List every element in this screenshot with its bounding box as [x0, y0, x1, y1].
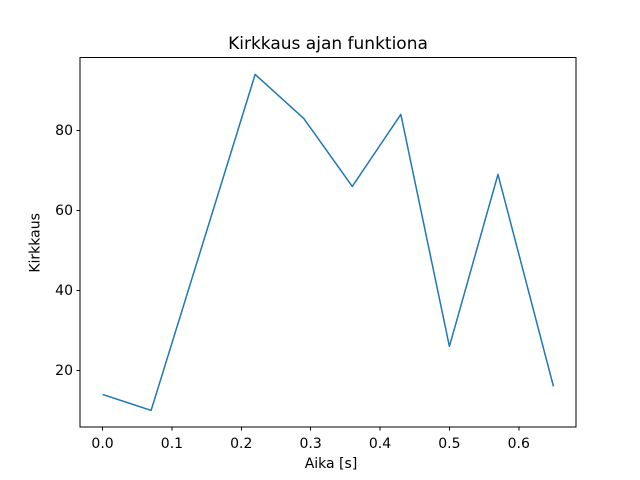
x-tick-label: 0.1 — [161, 436, 183, 452]
y-tick-label: 80 — [55, 123, 73, 139]
x-tick-label: 0.5 — [438, 436, 460, 452]
x-tick-label: 0.0 — [91, 436, 113, 452]
y-tick-label: 20 — [55, 363, 73, 379]
x-tick-label: 0.2 — [230, 436, 252, 452]
y-tick-label: 40 — [55, 283, 73, 299]
y-axis-label: Kirkkaus — [28, 213, 44, 273]
x-axis-ticks: 0.0 0.1 0.2 0.3 0.4 0.5 0.6 — [91, 427, 530, 452]
y-axis-ticks: 20 40 60 80 — [55, 123, 80, 379]
x-axis-label: Aika [s] — [305, 456, 358, 472]
data-line-series — [102, 73, 555, 412]
x-tick-label: 0.6 — [508, 436, 530, 452]
y-tick-label: 60 — [55, 203, 73, 219]
x-tick-label: 0.3 — [300, 436, 322, 452]
x-tick-label: 0.4 — [369, 436, 391, 452]
chart-title: Kirkkaus ajan funktiona — [228, 34, 428, 54]
plot-area-frame — [79, 57, 577, 428]
